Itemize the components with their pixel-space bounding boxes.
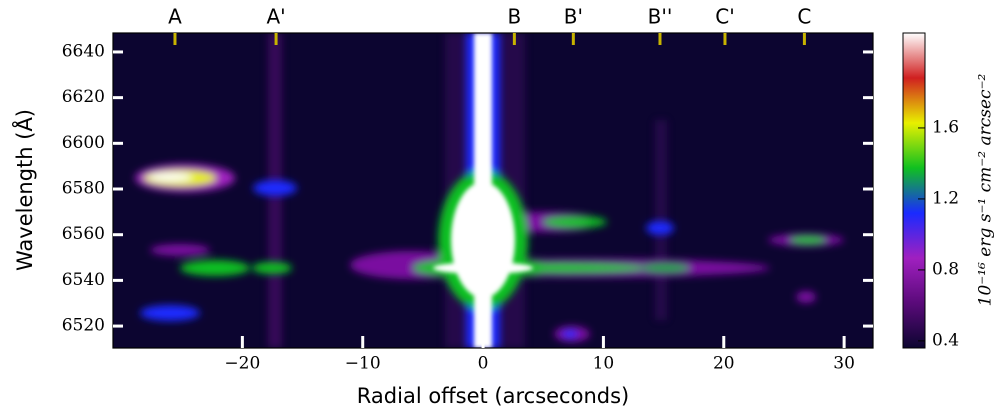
region-label: C <box>797 5 811 29</box>
region-label: B'' <box>648 5 673 29</box>
colorbar-tick-label: 0.8 <box>932 259 959 279</box>
x-tick-label: −20 <box>224 354 260 374</box>
colorbar-label: 10⁻¹⁶ erg s⁻¹ cm⁻² arcsec⁻² <box>976 73 996 306</box>
region-label: A' <box>266 5 285 29</box>
x-tick-label: 20 <box>713 354 735 374</box>
y-tick-label: 6620 <box>62 87 105 107</box>
region-label: B' <box>564 5 583 29</box>
x-tick-label: 0 <box>478 354 489 374</box>
colorbar <box>902 32 926 349</box>
y-tick-label: 6640 <box>62 41 105 61</box>
region-label: B <box>507 5 521 29</box>
y-axis-label: Wavelength (Å) <box>11 109 37 271</box>
y-tick-label: 6540 <box>62 270 105 290</box>
x-tick-label: 30 <box>833 354 855 374</box>
colorbar-tick-label: 1.6 <box>932 117 959 137</box>
y-tick-label: 6600 <box>62 133 105 153</box>
y-tick-label: 6520 <box>62 316 105 336</box>
y-tick-label: 6580 <box>62 179 105 199</box>
y-tick-label: 6560 <box>62 224 105 244</box>
spectrum-image <box>113 33 873 348</box>
region-label: C' <box>715 5 734 29</box>
x-tick-label: −10 <box>345 354 381 374</box>
x-tick-label: 10 <box>593 354 615 374</box>
region-label: A <box>168 5 182 29</box>
x-axis-label: Radial offset (arcseconds) <box>357 384 629 408</box>
colorbar-tick-label: 1.2 <box>932 188 959 208</box>
colorbar-tick-label: 0.4 <box>932 330 959 350</box>
